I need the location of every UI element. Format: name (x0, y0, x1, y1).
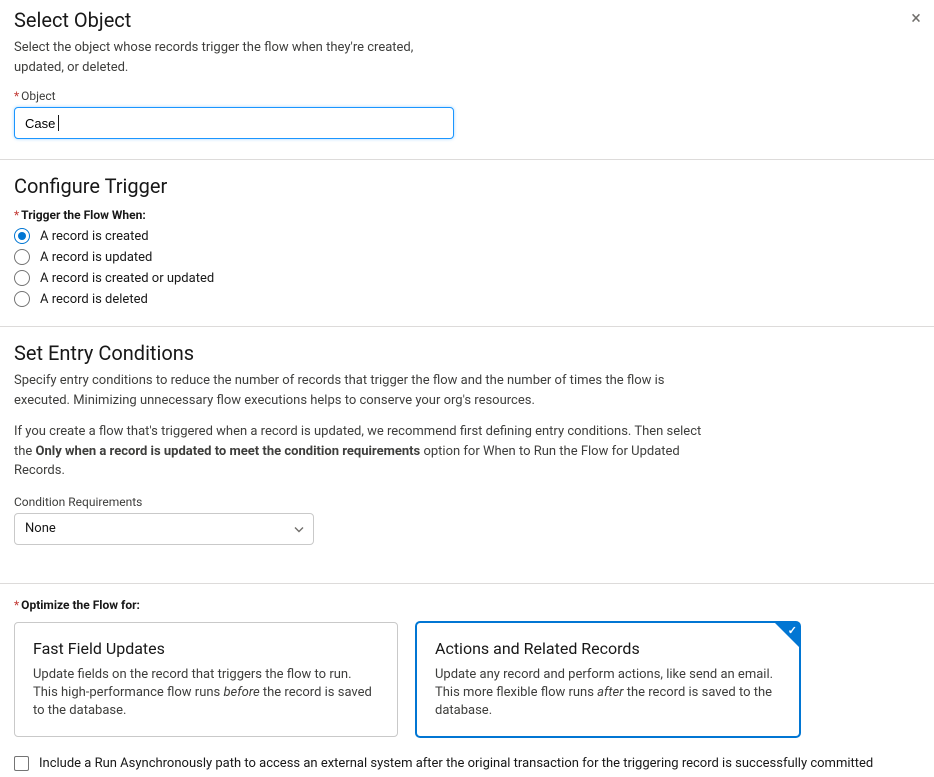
close-button[interactable]: × (906, 8, 926, 28)
trigger-radio-option[interactable]: A record is updated (14, 249, 920, 265)
optimize-card[interactable]: Actions and Related Records Update any re… (416, 622, 800, 738)
optimize-card-description: Update fields on the record that trigger… (33, 666, 379, 721)
optimize-card-title: Fast Field Updates (33, 639, 379, 658)
radio-label: A record is created or updated (40, 271, 214, 286)
entry-conditions-heading: Set Entry Conditions (14, 341, 920, 365)
check-icon: ✓ (788, 624, 797, 637)
radio-icon (14, 249, 30, 265)
object-input[interactable] (14, 107, 454, 139)
optimize-label: *Optimize the Flow for: (14, 598, 920, 612)
required-indicator: * (14, 598, 19, 612)
async-checkbox-label: Include a Run Asynchronously path to acc… (39, 755, 873, 773)
async-checkbox[interactable] (14, 756, 29, 771)
object-field-label: *Object (14, 89, 920, 103)
async-checkbox-row: Include a Run Asynchronously path to acc… (14, 755, 920, 773)
radio-icon (14, 228, 30, 244)
optimize-card-description: Update any record and perform actions, l… (435, 666, 781, 721)
radio-dot-icon (18, 232, 26, 240)
select-object-description: Select the object whose records trigger … (14, 38, 434, 77)
trigger-radio-group: A record is created A record is updated A … (14, 228, 920, 307)
entry-conditions-desc1: Specify entry conditions to reduce the n… (14, 371, 674, 410)
optimize-section: *Optimize the Flow for: Fast Field Updat… (0, 584, 934, 777)
trigger-radio-option[interactable]: A record is created or updated (14, 270, 920, 286)
radio-label: A record is updated (40, 250, 152, 265)
radio-icon (14, 291, 30, 307)
configure-trigger-heading: Configure Trigger (14, 174, 920, 198)
close-icon: × (911, 8, 921, 29)
optimize-card-title: Actions and Related Records (435, 639, 781, 658)
entry-conditions-section: Set Entry Conditions Specify entry condi… (0, 327, 934, 584)
select-object-heading: Select Object (14, 8, 920, 32)
required-indicator: * (14, 208, 19, 222)
text-cursor (58, 115, 59, 131)
entry-conditions-desc2: If you create a flow that's triggered wh… (14, 422, 714, 481)
radio-label: A record is created (40, 229, 149, 244)
radio-icon (14, 270, 30, 286)
condition-req-select[interactable]: None (14, 513, 314, 545)
condition-req-label: Condition Requirements (14, 495, 920, 509)
trigger-radio-option[interactable]: A record is deleted (14, 291, 920, 307)
trigger-when-label: *Trigger the Flow When: (14, 208, 920, 222)
configure-trigger-section: Configure Trigger *Trigger the Flow When… (0, 160, 934, 327)
select-object-section: Select Object Select the object whose re… (0, 0, 934, 160)
optimize-card[interactable]: Fast Field Updates Update fields on the r… (14, 622, 398, 738)
trigger-radio-option[interactable]: A record is created (14, 228, 920, 244)
required-indicator: * (14, 89, 19, 103)
radio-label: A record is deleted (40, 292, 148, 307)
optimize-card-row: Fast Field Updates Update fields on the r… (14, 622, 920, 738)
